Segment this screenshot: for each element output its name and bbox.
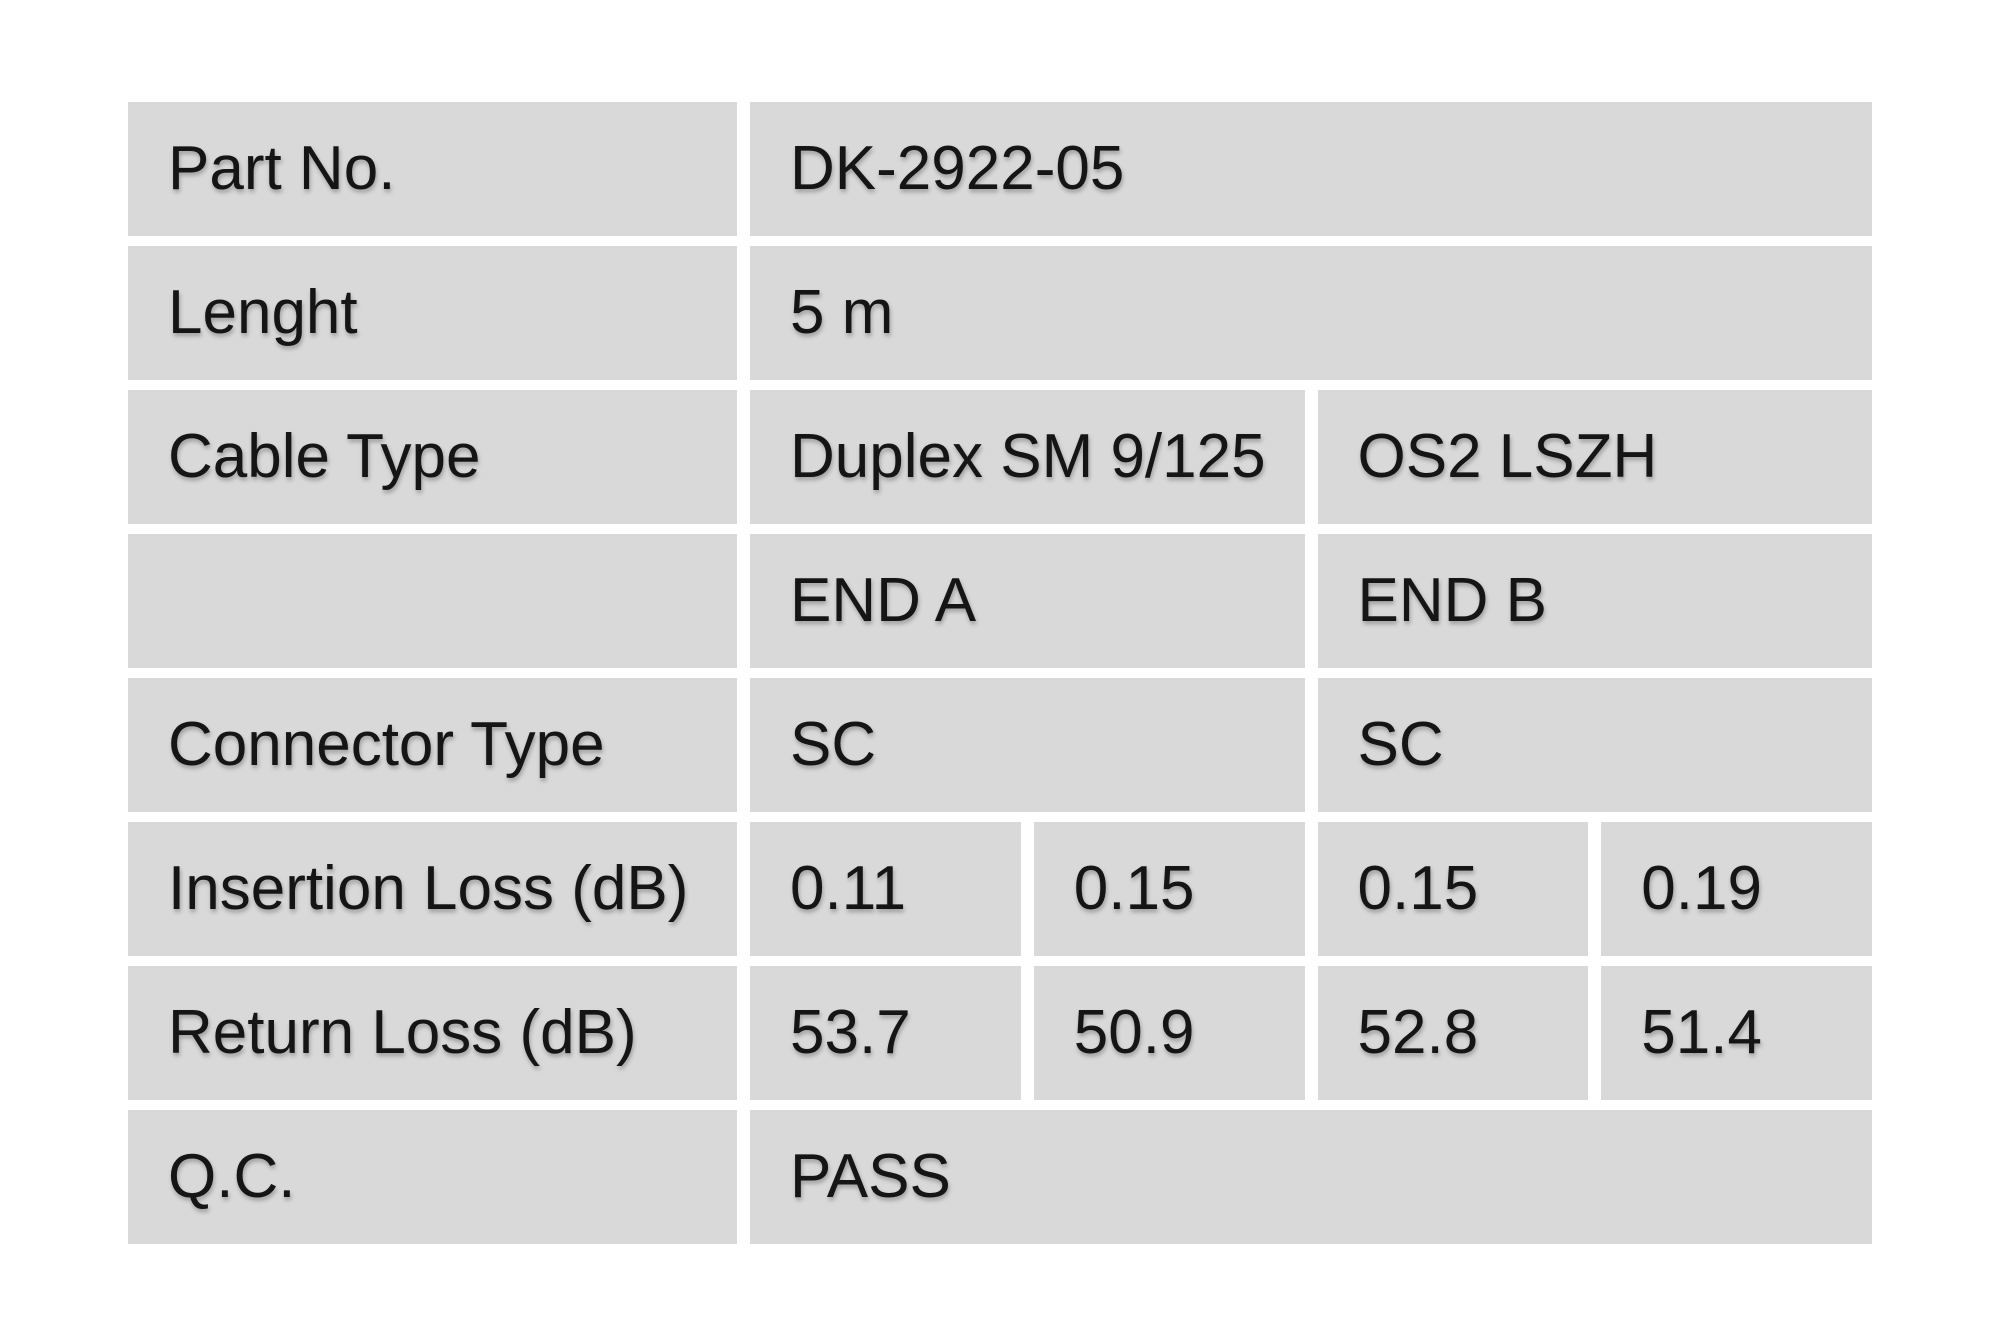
table-row-length: Lenght 5 m (128, 246, 1872, 380)
insertion-loss-value-2: 0.15 (1033, 822, 1305, 956)
insertion-loss-value-1: 0.11 (750, 822, 1021, 956)
part-no-value: DK-2922-05 (750, 102, 1872, 236)
insertion-loss-value-4: 0.19 (1601, 822, 1872, 956)
connector-type-label: Connector Type (128, 678, 737, 812)
table-row-qc: Q.C. PASS (128, 1110, 1872, 1244)
table-row-cable-type: Cable Type Duplex SM 9/125 OS2 LSZH (128, 390, 1872, 524)
insertion-loss-value-3: 0.15 (1317, 822, 1589, 956)
connector-type-value-a: SC (750, 678, 1305, 812)
table-row-end-headers: END A END B (128, 534, 1872, 668)
cable-type-label: Cable Type (128, 390, 737, 524)
table-row-part-no: Part No. DK-2922-05 (128, 102, 1872, 236)
cable-type-value-b: OS2 LSZH (1317, 390, 1872, 524)
table-row-insertion-loss: Insertion Loss (dB) 0.11 0.15 0.15 0.19 (128, 822, 1872, 956)
cable-type-value-a: Duplex SM 9/125 (750, 390, 1305, 524)
length-label: Lenght (128, 246, 737, 380)
qc-value: PASS (750, 1110, 1872, 1244)
spec-table: Part No. DK-2922-05 Lenght 5 m Cable Typ… (128, 102, 1872, 1244)
end-a-header: END A (750, 534, 1305, 668)
part-no-label: Part No. (128, 102, 737, 236)
connector-type-value-b: SC (1317, 678, 1872, 812)
return-loss-label: Return Loss (dB) (128, 966, 737, 1100)
return-loss-value-1: 53.7 (750, 966, 1021, 1100)
end-header-spacer (128, 534, 737, 668)
table-row-connector-type: Connector Type SC SC (128, 678, 1872, 812)
return-loss-value-3: 52.8 (1317, 966, 1589, 1100)
length-value: 5 m (750, 246, 1872, 380)
table-row-return-loss: Return Loss (dB) 53.7 50.9 52.8 51.4 (128, 966, 1872, 1100)
insertion-loss-label: Insertion Loss (dB) (128, 822, 737, 956)
qc-label: Q.C. (128, 1110, 737, 1244)
return-loss-value-4: 51.4 (1601, 966, 1872, 1100)
end-b-header: END B (1317, 534, 1872, 668)
return-loss-value-2: 50.9 (1033, 966, 1305, 1100)
